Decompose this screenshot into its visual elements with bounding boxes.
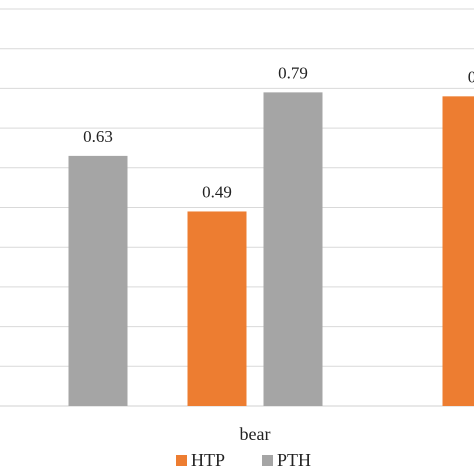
bar-pth-0 (68, 155, 128, 406)
legend-swatch-pth (262, 455, 273, 466)
legend-label-pth: PTH (277, 450, 311, 470)
legend-label-htp: HTP (191, 450, 225, 470)
bar-htp-1 (187, 211, 247, 406)
bar-htp-2 (442, 96, 474, 406)
data-label: 0 (468, 67, 474, 86)
category-labels: bear (240, 424, 271, 444)
data-label: 0.49 (202, 182, 232, 201)
data-labels: 0.63 0.49 0.79 0 (83, 63, 474, 201)
bars (68, 92, 474, 407)
legend-swatch-htp (176, 455, 187, 466)
legend: HTP PTH (176, 450, 311, 470)
category-label: bear (240, 424, 271, 444)
data-label: 0.63 (83, 127, 113, 146)
bar-pth-1 (263, 92, 323, 407)
data-label: 0.79 (278, 63, 308, 82)
